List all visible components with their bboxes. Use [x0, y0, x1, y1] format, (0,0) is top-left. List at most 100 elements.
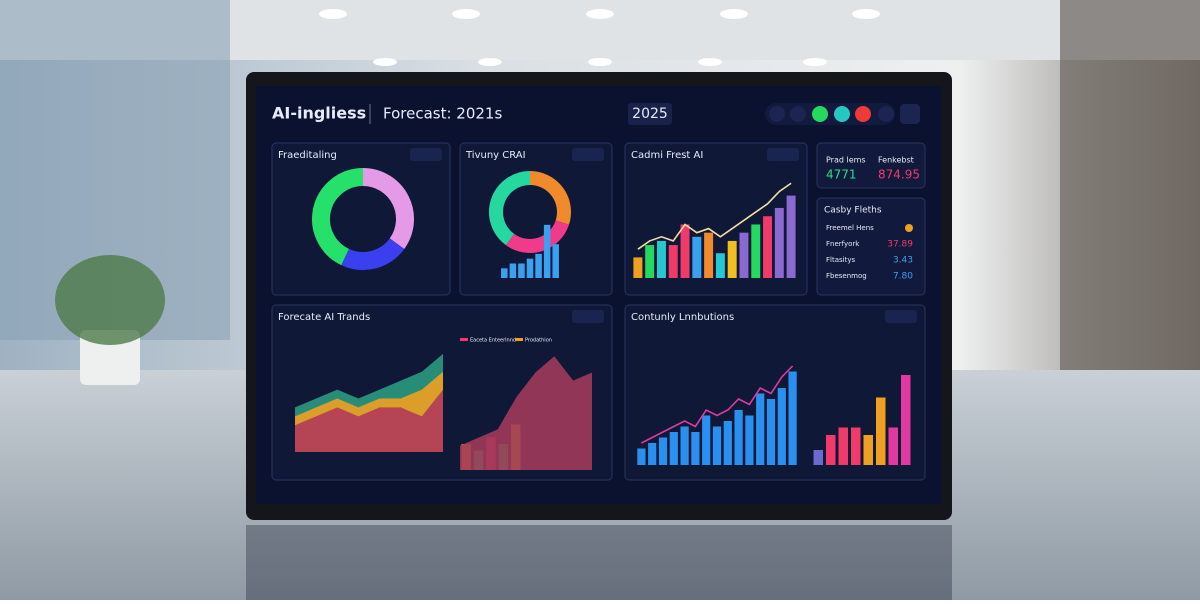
- share-button[interactable]: [834, 106, 850, 122]
- bar: [535, 253, 542, 278]
- donut-segment: [489, 171, 531, 246]
- list-value: 7.80: [893, 272, 913, 282]
- trend-line: [637, 182, 792, 250]
- bar: [543, 224, 551, 278]
- legend-swatch: [515, 338, 523, 341]
- bar: [851, 427, 861, 465]
- list-label: Fbesenmog: [826, 272, 867, 280]
- bar: [658, 437, 668, 465]
- panel-menu[interactable]: [410, 148, 442, 161]
- bar: [669, 432, 678, 465]
- bar: [723, 421, 732, 465]
- list-label: Freemel Hens: [826, 224, 874, 232]
- bar: [876, 397, 886, 465]
- legend-label: Prodathion: [525, 338, 552, 344]
- plant: [55, 255, 165, 385]
- kpi-label: Fenkebst: [878, 156, 914, 165]
- panel-title: Forecate AI Trands: [278, 312, 370, 323]
- bar: [826, 435, 836, 465]
- panel: [624, 304, 926, 481]
- bar: [763, 216, 773, 278]
- legend-swatch: [460, 338, 468, 341]
- panel-menu[interactable]: [885, 310, 917, 323]
- panel-menu[interactable]: [572, 148, 604, 161]
- app-title: AI-ingliess: [272, 104, 366, 123]
- bar: [766, 399, 776, 465]
- bar: [712, 426, 722, 465]
- bar: [777, 388, 786, 465]
- donut-segment: [529, 171, 571, 225]
- kpi-card: Prad lems Fenkebst 4771 874.95: [816, 142, 926, 189]
- panel: [459, 142, 613, 296]
- panel-title: Contunly Lnnbutions: [631, 312, 734, 323]
- panel: [271, 142, 451, 296]
- bar: [645, 245, 655, 278]
- bar: [668, 245, 678, 278]
- search-button[interactable]: [769, 106, 785, 122]
- bar: [637, 448, 646, 465]
- bar: [756, 393, 765, 465]
- settings-button[interactable]: [900, 104, 920, 124]
- bar: [774, 207, 784, 278]
- bar: [901, 375, 911, 465]
- bar: [680, 426, 689, 465]
- app-subtitle: Forecast: 2021s: [383, 105, 502, 123]
- ceiling-lights: [319, 9, 880, 66]
- kpi-label: Prad lems: [826, 156, 866, 165]
- area: [460, 356, 592, 470]
- year-selector[interactable]: [628, 103, 672, 125]
- list-title: Casby Fleths: [824, 206, 882, 216]
- bar: [702, 415, 711, 465]
- donut-segment: [505, 219, 569, 253]
- toolbar: [765, 103, 920, 125]
- bar: [813, 450, 823, 465]
- bar: [727, 240, 737, 278]
- trend-line: [641, 365, 794, 444]
- bar: [526, 258, 534, 278]
- bar: [552, 244, 559, 278]
- donut-segment: [341, 237, 405, 270]
- bar: [739, 232, 749, 278]
- bar: [648, 443, 657, 465]
- list-label: Fltasitys: [826, 256, 855, 264]
- area: [295, 389, 443, 452]
- panel-menu[interactable]: [572, 310, 604, 323]
- menu-button[interactable]: [878, 106, 894, 122]
- legend-label: Eaceta Enteerlnnd: [470, 338, 516, 344]
- panel-title: Fraeditaling: [278, 150, 337, 161]
- bar: [734, 410, 743, 465]
- alert-button[interactable]: [855, 106, 871, 122]
- info-button[interactable]: [790, 106, 806, 122]
- bar: [518, 263, 525, 278]
- donut-segment: [312, 168, 364, 266]
- kpi-value: 874.95: [878, 168, 920, 182]
- bar: [692, 236, 702, 278]
- bar: [501, 268, 508, 278]
- bar: [704, 232, 714, 278]
- bar: [680, 224, 690, 278]
- bar: [656, 240, 666, 278]
- bar: [745, 415, 754, 465]
- bar: [633, 257, 643, 278]
- glass-door: [1060, 0, 1200, 380]
- list-card: Casby Fleths: [816, 197, 926, 296]
- bar: [509, 263, 517, 278]
- bar: [788, 371, 797, 465]
- status-button[interactable]: [812, 106, 828, 122]
- bar: [715, 253, 725, 278]
- status-dot: [905, 224, 913, 232]
- bar: [786, 195, 796, 278]
- panel-menu[interactable]: [767, 148, 799, 161]
- list-value: 3.43: [893, 256, 913, 266]
- donut-segment: [362, 168, 414, 249]
- kpi-value: 4771: [826, 168, 857, 182]
- bar: [751, 224, 761, 278]
- bar: [888, 427, 898, 465]
- panel-title: Tivuny CRAI: [465, 150, 526, 161]
- panel-title: Cadmi Frest AI: [631, 150, 703, 161]
- list-value: 37.89: [887, 240, 913, 250]
- reflection: [246, 525, 952, 600]
- bar: [863, 435, 873, 465]
- bar: [838, 427, 848, 465]
